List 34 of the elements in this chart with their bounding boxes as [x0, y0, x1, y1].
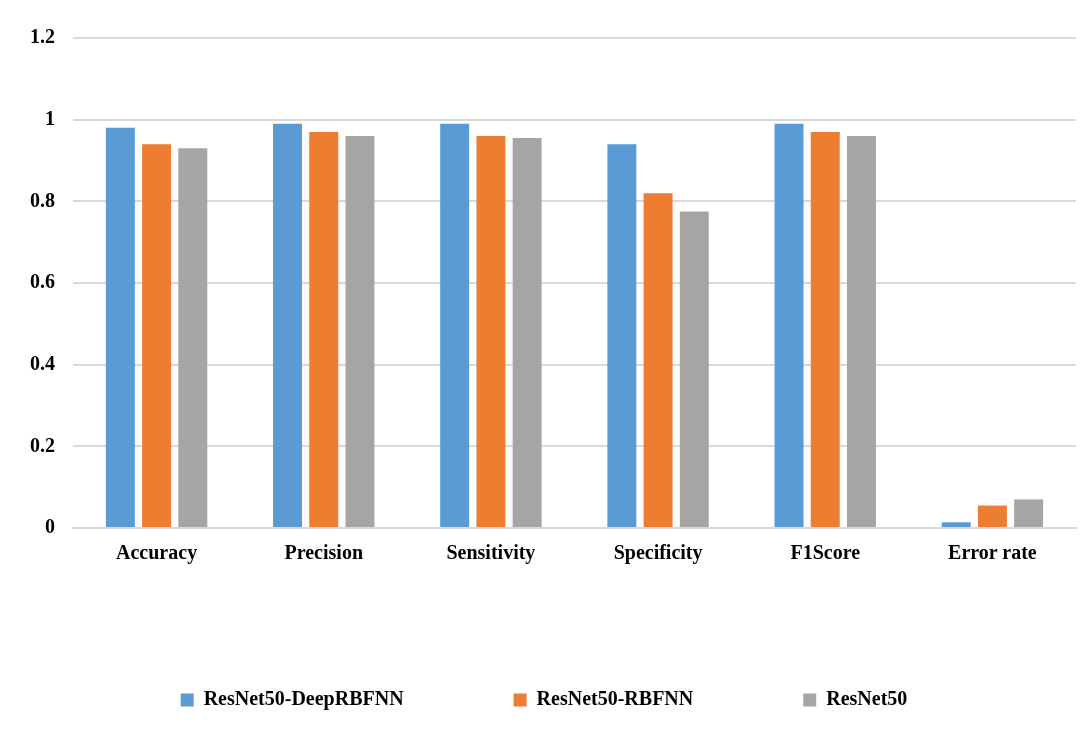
bar: [1014, 499, 1044, 527]
x-tick-label: Error rate: [948, 541, 1037, 564]
bar: [679, 211, 709, 527]
x-tick-label: Accuracy: [116, 541, 198, 565]
y-tick-label: 0.2: [30, 433, 55, 456]
bar: [607, 144, 637, 527]
x-tick-label: Precision: [284, 541, 364, 564]
x-tick-label: Sensitivity: [446, 541, 536, 565]
x-tick-label: Specificity: [613, 541, 703, 565]
bar: [977, 505, 1007, 527]
bar: [846, 136, 876, 527]
bar: [345, 136, 375, 527]
bar: [440, 123, 470, 527]
legend-label: ResNet50-RBFNN: [536, 687, 694, 710]
y-tick-label: 1.2: [30, 25, 55, 48]
bar: [774, 123, 804, 527]
bar: [273, 123, 303, 527]
bar: [309, 131, 339, 527]
y-tick-label: 0.4: [30, 351, 55, 374]
legend-label: ResNet50: [826, 687, 908, 710]
bar: [512, 138, 542, 527]
y-tick-label: 0.8: [30, 188, 55, 211]
bar: [178, 148, 208, 527]
bar: [941, 522, 971, 527]
bar: [810, 131, 840, 527]
y-tick-label: 0.6: [30, 270, 55, 293]
bar: [105, 127, 135, 527]
y-tick-label: 1: [45, 106, 55, 129]
bar: [142, 144, 172, 527]
bar: [476, 136, 506, 527]
bar: [643, 193, 673, 527]
legend-label: ResNet50-DeepRBFNN: [203, 687, 405, 711]
x-tick-label: F1Score: [790, 541, 861, 564]
y-tick-label: 0: [45, 515, 55, 538]
